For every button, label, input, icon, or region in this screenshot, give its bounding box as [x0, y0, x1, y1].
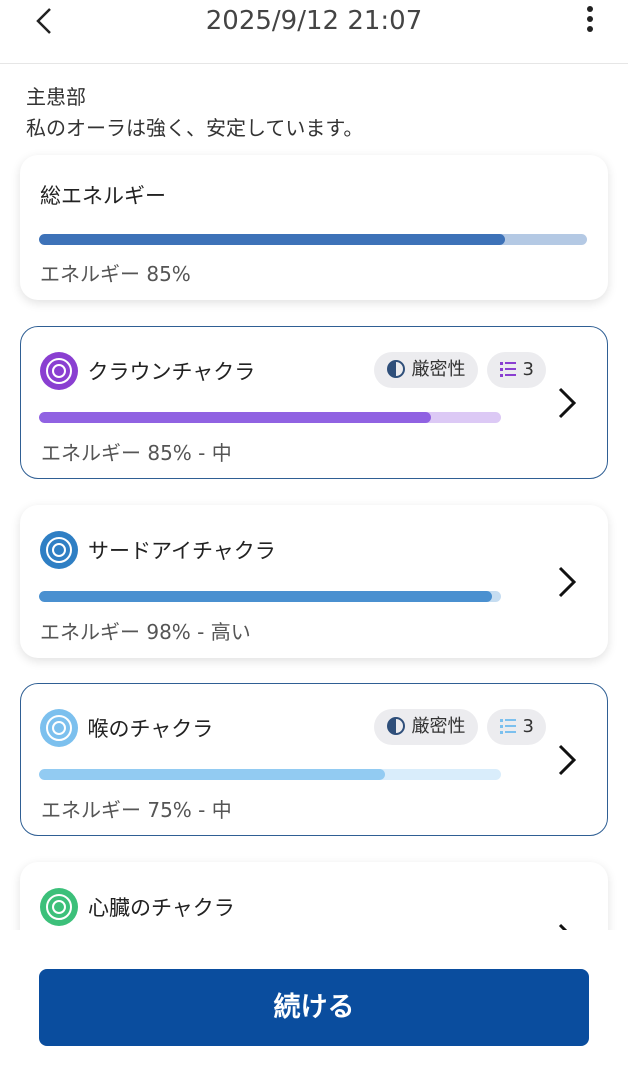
- energy-label: エネルギー 98% - 高い: [40, 620, 251, 644]
- menu-button[interactable]: [580, 4, 600, 36]
- chakra-card[interactable]: 心臓のチャクラ: [20, 862, 608, 930]
- chakra-card[interactable]: 喉のチャクラ 厳密性 3 エネルギー 75% - 中: [20, 683, 608, 836]
- badge-text: 3: [522, 715, 534, 737]
- chakra-name: サードアイチャクラ: [88, 539, 276, 563]
- chakra-card[interactable]: サードアイチャクラエネルギー 98% - 高い: [20, 505, 608, 658]
- strictness-badge[interactable]: 厳密性: [373, 351, 478, 388]
- icon-glyph: [46, 537, 72, 563]
- count-badge[interactable]: 3: [486, 708, 546, 745]
- card-title: 総エネルギー: [40, 184, 166, 208]
- continue-button[interactable]: 続ける: [39, 969, 589, 1046]
- header: 2025/9/12 21:07: [0, 0, 628, 64]
- progress-track: [38, 768, 501, 780]
- chakra-icon: [40, 531, 78, 569]
- card-list: 総エネルギー エネルギー 85% クラウンチャクラ 厳密性 3 エネルギー 85% - 中…: [0, 140, 628, 930]
- energy-label: エネルギー 85%: [40, 262, 191, 286]
- progress-track: [38, 411, 501, 423]
- chevron-icon: [558, 387, 576, 418]
- progress-track: [39, 591, 501, 602]
- progress-fill: [39, 234, 505, 245]
- badge-icon: [499, 718, 516, 734]
- icon-glyph: [45, 714, 72, 741]
- icon-glyph: [45, 357, 72, 384]
- badge-text: 厳密性: [411, 715, 466, 737]
- progress-track: [39, 234, 587, 245]
- total-card: 総エネルギーエネルギー 85%: [20, 155, 608, 300]
- chevron-icon: [558, 744, 576, 775]
- intro-title: 主患部: [26, 85, 86, 109]
- chakra-card[interactable]: クラウンチャクラ 厳密性 3 エネルギー 85% - 中: [20, 326, 608, 479]
- chevron: [555, 922, 579, 930]
- chakra-name: 喉のチャクラ: [87, 716, 214, 741]
- badge-text: 厳密性: [411, 358, 466, 380]
- progress-fill: [38, 768, 385, 780]
- badge-icon: [386, 716, 405, 735]
- chevron: [555, 565, 579, 603]
- energy-label: エネルギー 75% - 中: [41, 797, 232, 822]
- chakra-name: 心臓のチャクラ: [88, 896, 235, 920]
- progress-fill: [38, 411, 432, 423]
- chevron: [555, 386, 579, 424]
- energy-label: エネルギー 85% - 中: [41, 440, 232, 465]
- chakra-icon: [39, 351, 78, 390]
- progress-fill: [39, 591, 492, 602]
- back-button[interactable]: [30, 6, 60, 36]
- intro: 主患部 私のオーラは強く、安定しています。: [26, 82, 363, 144]
- chakra-icon: [39, 708, 78, 747]
- chevron-icon: [558, 923, 568, 930]
- chakra-name: クラウンチャクラ: [87, 359, 256, 384]
- chevron-icon: [558, 566, 577, 598]
- datetime: 2025/9/12 21:07: [205, 6, 423, 36]
- intro-text: 私のオーラは強く、安定しています。: [26, 116, 364, 140]
- badge-icon: [386, 359, 405, 378]
- count-badge[interactable]: 3: [486, 351, 546, 388]
- chevron: [555, 743, 579, 781]
- badge-icon: [499, 361, 516, 377]
- strictness-badge[interactable]: 厳密性: [373, 708, 478, 745]
- icon-glyph: [46, 894, 72, 920]
- chakra-icon: [40, 888, 78, 926]
- badge-text: 3: [522, 358, 534, 380]
